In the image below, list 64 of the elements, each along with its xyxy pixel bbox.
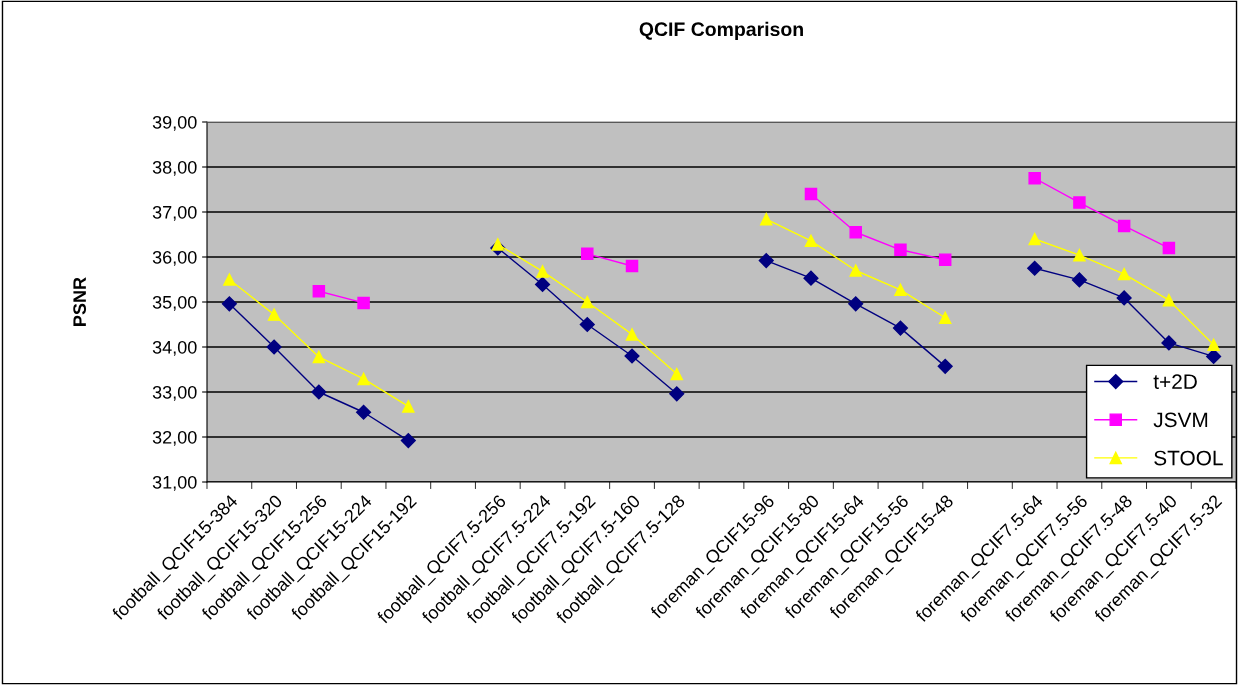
y-tick-label: 37,00 (152, 205, 197, 221)
y-tick-label: 33,00 (152, 385, 197, 401)
point (894, 243, 907, 257)
point (625, 259, 639, 273)
point (938, 311, 952, 325)
point (938, 253, 952, 266)
point (624, 348, 640, 364)
point (1073, 196, 1086, 209)
y-tick-label: 31,00 (152, 475, 197, 491)
point (848, 296, 864, 312)
point (356, 404, 372, 420)
point (1028, 171, 1041, 185)
point (1027, 260, 1043, 276)
point (759, 212, 773, 226)
point (267, 308, 281, 321)
y-tick-label: 35,00 (152, 295, 197, 311)
point (534, 276, 551, 293)
point (670, 367, 684, 381)
point (849, 225, 862, 239)
point (937, 358, 953, 374)
point (625, 328, 639, 341)
point (1207, 338, 1220, 352)
y-tick-label: 38,00 (152, 160, 197, 176)
point (1073, 248, 1086, 262)
point (804, 234, 818, 248)
point (1117, 267, 1131, 281)
legend-label: t+2D (1153, 374, 1197, 389)
point (1117, 219, 1131, 233)
point (894, 283, 907, 297)
point (221, 296, 237, 312)
point (669, 386, 685, 402)
point (804, 187, 818, 201)
y-axis-title: PSNR (73, 277, 87, 326)
point (266, 339, 282, 355)
point (311, 384, 327, 400)
point (579, 316, 595, 333)
point (536, 265, 549, 278)
y-tick-label: 36,00 (152, 250, 197, 266)
point (849, 264, 862, 277)
y-tick-label: 39,00 (152, 115, 197, 131)
point (1162, 241, 1176, 255)
point (491, 238, 505, 251)
point (803, 270, 819, 286)
legend-label: JSVM (1153, 412, 1208, 428)
point (581, 295, 594, 309)
point (400, 433, 416, 449)
point (1116, 290, 1132, 306)
point (1071, 272, 1087, 288)
point (1162, 293, 1176, 307)
point (1161, 335, 1177, 351)
point (357, 372, 370, 386)
legend-label: STOOL (1154, 450, 1223, 466)
point (312, 350, 326, 364)
y-tick-label: 34,00 (152, 340, 197, 356)
y-tick-label: 32,00 (152, 430, 197, 446)
point (223, 273, 236, 286)
point (758, 253, 774, 269)
point (1028, 232, 1041, 246)
point (357, 296, 370, 310)
chart-title: QCIF Comparison (639, 21, 803, 40)
point (581, 247, 594, 261)
point (892, 320, 909, 336)
point (402, 400, 415, 413)
point (312, 284, 326, 298)
